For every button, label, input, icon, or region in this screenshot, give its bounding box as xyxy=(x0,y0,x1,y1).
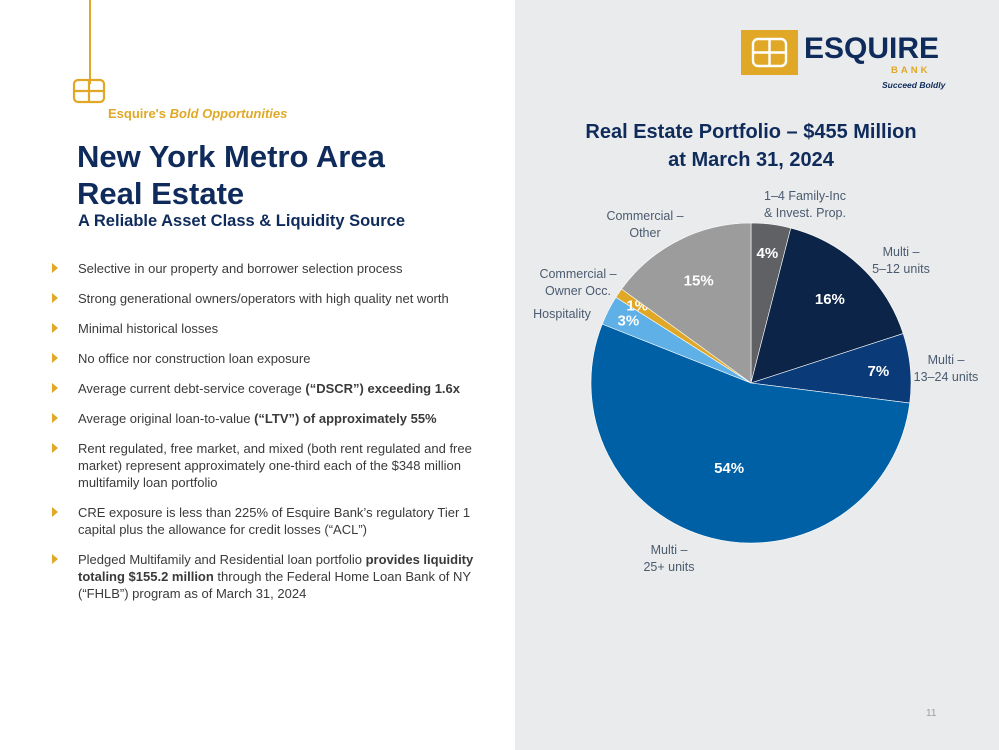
page-number: 11 xyxy=(926,708,937,719)
bullet-chevron-icon xyxy=(52,507,58,517)
bullet-text: Selective in our property and borrower s… xyxy=(78,261,403,276)
logo-monogram-icon xyxy=(741,30,798,75)
bullet-text: Pledged Multifamily and Residential loan… xyxy=(78,552,366,567)
bullet-chevron-icon xyxy=(52,443,58,453)
logo-wordmark: ESQUIRE xyxy=(804,32,940,65)
bullet-item: Strong generational owners/operators wit… xyxy=(52,290,482,307)
pie-slice xyxy=(590,323,911,544)
pie-category-label: Owner Occ. xyxy=(545,284,611,298)
pie-category-label: & Invest. Prop. xyxy=(764,206,846,220)
bullet-text: No office nor construction loan exposure xyxy=(78,351,311,366)
page-title: New York Metro Area Real Estate xyxy=(77,138,385,212)
pie-slice-value-label: 3% xyxy=(618,313,640,330)
bullet-text: Rent regulated, free market, and mixed (… xyxy=(78,441,472,490)
bullet-text: Strong generational owners/operators wit… xyxy=(78,291,449,306)
bullet-chevron-icon xyxy=(52,293,58,303)
bullet-chevron-icon xyxy=(52,554,58,564)
pie-category-label: 5–12 units xyxy=(872,262,930,276)
bullet-item: Selective in our property and borrower s… xyxy=(52,260,482,277)
bullet-chevron-icon xyxy=(52,413,58,423)
kicker-brand: Esquire's xyxy=(108,106,167,121)
pie-category-label: Multi – xyxy=(928,353,965,367)
bullet-item: Pledged Multifamily and Residential loan… xyxy=(52,551,482,602)
chart-title-line-1: Real Estate Portfolio – $455 Million xyxy=(585,121,917,143)
bullet-text: provides liquidity totaling $155.2 milli… xyxy=(78,552,474,584)
bullet-chevron-icon xyxy=(52,323,58,333)
pie-slice-value-label: 15% xyxy=(684,272,714,289)
section-kicker: Esquire's Bold Opportunities xyxy=(108,106,287,121)
pie-category-label: 25+ units xyxy=(643,560,694,574)
bullet-text: CRE exposure is less than 225% of Esquir… xyxy=(78,505,471,537)
kicker-tagline: Bold Opportunities xyxy=(169,106,288,121)
pie-chart: 4% 1–4 Family-Inc & Invest. Prop. 16% Multi … xyxy=(533,189,979,574)
esquire-bank-logo: ESQUIRE BANK Succeed Boldly xyxy=(741,30,945,92)
pie-category-label: Other xyxy=(629,226,660,240)
bullet-list: Selective in our property and borrower s… xyxy=(52,260,482,602)
bullet-item: Average current debt-service coverage (“… xyxy=(52,380,482,397)
pie-slice xyxy=(750,227,904,384)
pie-category-label: 13–24 units xyxy=(914,370,979,384)
pie-category-label: Hospitality xyxy=(533,307,591,321)
chart-title-line-2: at March 31, 2024 xyxy=(668,149,834,171)
bullet-item: Average original loan-to-value (“LTV”) o… xyxy=(52,410,482,427)
page-subtitle: A Reliable Asset Class & Liquidity Sourc… xyxy=(78,212,406,230)
bullet-item: CRE exposure is less than 225% of Esquir… xyxy=(52,504,482,538)
logo-bank-text: BANK xyxy=(891,65,931,76)
title-line-2: Real Estate xyxy=(77,176,245,211)
pie-slice-value-label: 54% xyxy=(714,460,744,477)
pie-category-label: Commercial – xyxy=(539,267,616,281)
bullet-chevron-icon xyxy=(52,383,58,393)
pie-slice-value-label: 16% xyxy=(815,291,845,308)
pie-category-label: Multi – xyxy=(883,245,920,259)
title-line-1: New York Metro Area xyxy=(77,139,385,174)
pie-slice-value-label: 4% xyxy=(757,245,779,262)
bullet-text: Average original loan-to-value xyxy=(78,411,255,426)
bullet-text: (“DSCR”) exceeding 1.6x xyxy=(305,381,460,396)
logo-tagline: Succeed Boldly xyxy=(882,80,946,90)
eb-monogram-icon xyxy=(72,78,108,104)
bullet-item: Rent regulated, free market, and mixed (… xyxy=(52,440,482,491)
bullet-chevron-icon xyxy=(52,263,58,273)
bullet-text: Average current debt-service coverage xyxy=(78,381,306,396)
bullet-text: Minimal historical losses xyxy=(78,321,219,336)
bullet-item: No office nor construction loan exposure xyxy=(52,350,482,367)
pie-slice xyxy=(621,222,752,384)
pie-category-label: Commercial – xyxy=(606,209,683,223)
chart-title: Real Estate Portfolio – $455 Million at … xyxy=(541,118,961,174)
bullet-text: through the Federal Home Loan Bank of NY… xyxy=(78,569,471,601)
bullet-item: Minimal historical losses xyxy=(52,320,482,337)
accent-line xyxy=(89,0,91,84)
bullet-text: (“LTV”) of approximately 55% xyxy=(254,411,437,426)
pie-slice-value-label: 7% xyxy=(868,363,890,380)
bullet-chevron-icon xyxy=(52,353,58,363)
pie-category-label: Multi – xyxy=(651,543,688,557)
pie-category-label: 1–4 Family-Inc xyxy=(764,189,846,203)
